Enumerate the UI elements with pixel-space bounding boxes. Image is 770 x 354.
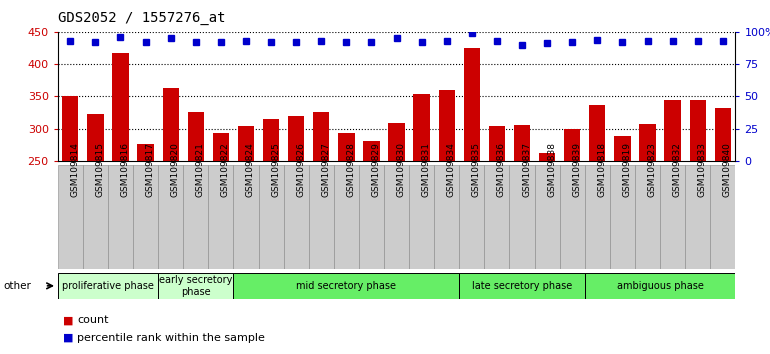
FancyBboxPatch shape xyxy=(158,273,233,299)
Text: early secretory
phase: early secretory phase xyxy=(159,275,233,297)
FancyBboxPatch shape xyxy=(635,165,660,269)
Bar xyxy=(388,123,405,161)
FancyBboxPatch shape xyxy=(283,165,309,269)
Text: late secretory phase: late secretory phase xyxy=(472,281,572,291)
Bar xyxy=(62,96,79,161)
Bar xyxy=(288,116,304,161)
FancyBboxPatch shape xyxy=(660,165,685,269)
FancyBboxPatch shape xyxy=(259,165,283,269)
Bar xyxy=(439,90,455,161)
Text: GSM109820: GSM109820 xyxy=(171,142,179,197)
FancyBboxPatch shape xyxy=(584,165,610,269)
FancyBboxPatch shape xyxy=(484,165,510,269)
Text: GSM109817: GSM109817 xyxy=(146,142,155,197)
Text: GSM109821: GSM109821 xyxy=(196,142,205,197)
Text: GSM109834: GSM109834 xyxy=(447,142,456,197)
FancyBboxPatch shape xyxy=(610,165,635,269)
FancyBboxPatch shape xyxy=(685,165,710,269)
FancyBboxPatch shape xyxy=(83,165,108,269)
Text: GSM109828: GSM109828 xyxy=(346,142,356,197)
Bar xyxy=(489,126,505,161)
Text: GSM109829: GSM109829 xyxy=(371,142,380,197)
Text: GSM109827: GSM109827 xyxy=(321,142,330,197)
Text: ■: ■ xyxy=(63,333,74,343)
FancyBboxPatch shape xyxy=(209,165,233,269)
Text: GSM109818: GSM109818 xyxy=(598,142,606,197)
FancyBboxPatch shape xyxy=(158,165,183,269)
Text: proliferative phase: proliferative phase xyxy=(62,281,154,291)
Bar xyxy=(539,153,555,161)
FancyBboxPatch shape xyxy=(233,165,259,269)
Text: GSM109837: GSM109837 xyxy=(522,142,531,197)
Bar xyxy=(589,105,605,161)
Bar xyxy=(464,48,480,161)
Bar xyxy=(313,112,330,161)
Text: GSM109825: GSM109825 xyxy=(271,142,280,197)
Text: GSM109835: GSM109835 xyxy=(472,142,480,197)
FancyBboxPatch shape xyxy=(233,273,459,299)
Text: GSM109836: GSM109836 xyxy=(497,142,506,197)
Text: GSM109815: GSM109815 xyxy=(95,142,105,197)
Bar xyxy=(690,100,706,161)
FancyBboxPatch shape xyxy=(459,165,484,269)
Text: GSM109822: GSM109822 xyxy=(221,142,230,197)
FancyBboxPatch shape xyxy=(584,273,735,299)
Text: GSM109816: GSM109816 xyxy=(120,142,129,197)
Text: other: other xyxy=(3,281,31,291)
FancyBboxPatch shape xyxy=(309,165,334,269)
Bar xyxy=(564,129,581,161)
FancyBboxPatch shape xyxy=(384,165,409,269)
Text: GSM109823: GSM109823 xyxy=(648,142,657,197)
Text: ■: ■ xyxy=(63,315,74,325)
Bar xyxy=(87,114,103,161)
FancyBboxPatch shape xyxy=(534,165,560,269)
Text: mid secretory phase: mid secretory phase xyxy=(296,281,397,291)
FancyBboxPatch shape xyxy=(133,165,158,269)
Bar xyxy=(263,119,280,161)
FancyBboxPatch shape xyxy=(108,165,133,269)
FancyBboxPatch shape xyxy=(560,165,584,269)
FancyBboxPatch shape xyxy=(510,165,534,269)
Bar xyxy=(162,88,179,161)
FancyBboxPatch shape xyxy=(409,165,434,269)
Text: ambiguous phase: ambiguous phase xyxy=(617,281,704,291)
Bar xyxy=(363,141,380,161)
FancyBboxPatch shape xyxy=(58,273,158,299)
Text: GSM109840: GSM109840 xyxy=(723,142,732,197)
Bar xyxy=(639,124,656,161)
Text: GSM109830: GSM109830 xyxy=(397,142,406,197)
Text: GSM109826: GSM109826 xyxy=(296,142,305,197)
FancyBboxPatch shape xyxy=(58,165,83,269)
Bar xyxy=(665,100,681,161)
Bar xyxy=(614,136,631,161)
FancyBboxPatch shape xyxy=(459,273,584,299)
FancyBboxPatch shape xyxy=(434,165,459,269)
Text: GSM109814: GSM109814 xyxy=(70,142,79,197)
Bar xyxy=(338,133,354,161)
Bar xyxy=(715,108,731,161)
Bar xyxy=(213,133,229,161)
FancyBboxPatch shape xyxy=(183,165,209,269)
Text: GSM109839: GSM109839 xyxy=(572,142,581,197)
Text: GDS2052 / 1557276_at: GDS2052 / 1557276_at xyxy=(58,11,226,25)
Bar xyxy=(514,125,531,161)
Text: GSM109833: GSM109833 xyxy=(698,142,707,197)
Text: GSM109824: GSM109824 xyxy=(246,142,255,197)
Bar xyxy=(137,144,154,161)
Bar xyxy=(413,94,430,161)
Bar xyxy=(112,52,129,161)
Text: GSM109832: GSM109832 xyxy=(673,142,681,197)
Bar xyxy=(238,126,254,161)
Text: count: count xyxy=(77,315,109,325)
Text: GSM109819: GSM109819 xyxy=(622,142,631,197)
Text: GSM109831: GSM109831 xyxy=(422,142,430,197)
Text: GSM109838: GSM109838 xyxy=(547,142,556,197)
Bar xyxy=(188,112,204,161)
Text: percentile rank within the sample: percentile rank within the sample xyxy=(77,333,265,343)
FancyBboxPatch shape xyxy=(334,165,359,269)
FancyBboxPatch shape xyxy=(710,165,735,269)
FancyBboxPatch shape xyxy=(359,165,384,269)
